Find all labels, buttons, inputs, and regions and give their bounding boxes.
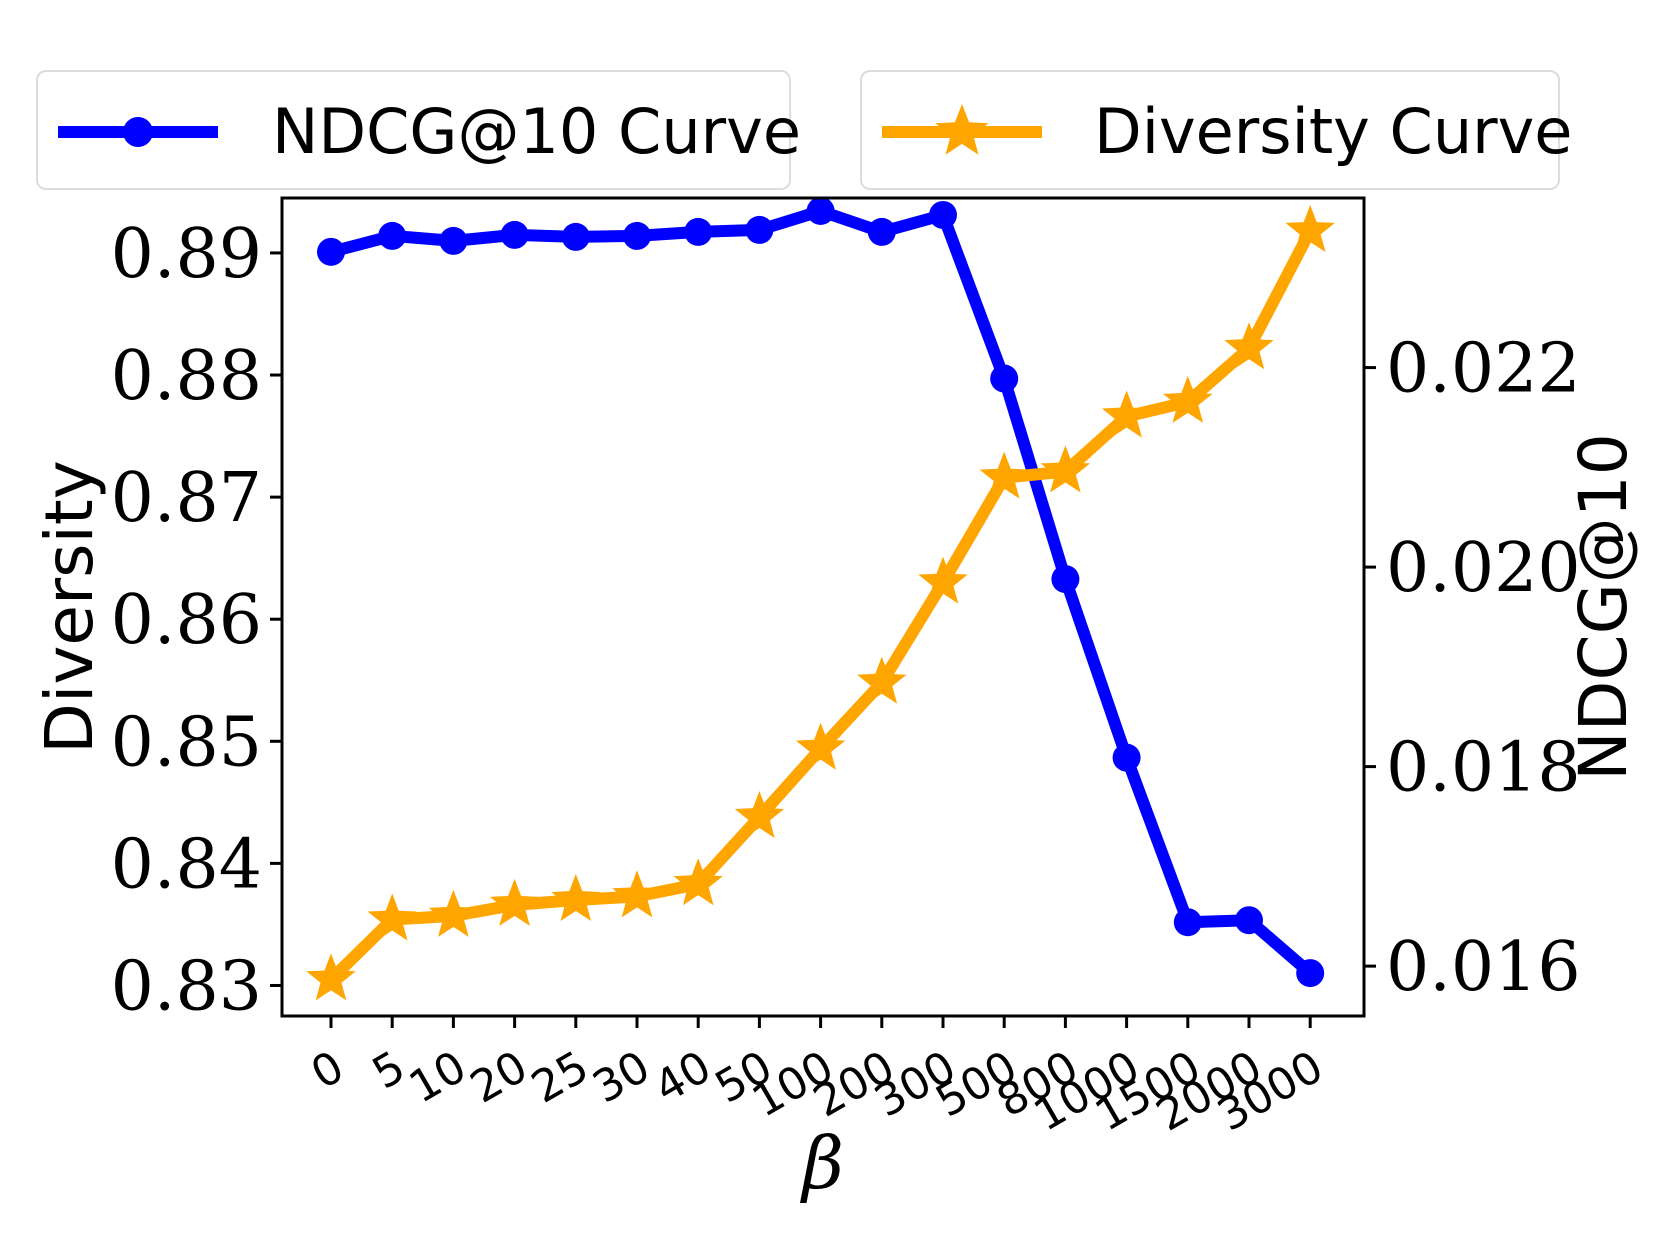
data-point [867,217,896,246]
left-tick-label: 0.83 [111,947,262,1026]
data-point [673,858,723,906]
data-point [612,870,662,918]
y-axis-left-label: Diversity [31,460,108,754]
data-point [857,656,907,704]
data-point [1112,743,1141,772]
legend-ndcg: NDCG@10 Curve [36,70,801,190]
data-point [1101,390,1152,438]
data-point [428,889,479,937]
data-point [979,451,1029,499]
data-point [489,878,540,926]
data-point [1173,908,1202,937]
data-point [1235,906,1263,935]
data-point [439,226,468,255]
x-tick-label: 0 [303,1041,353,1099]
plot-frame [280,196,1366,1018]
x-tick-label: 25 [523,1041,597,1113]
legend-diversity-swatch [882,104,1042,155]
left-tick-label: 0.84 [111,825,262,904]
legend-ndcg-label: NDCG@10 Curve [272,95,801,168]
data-point [745,215,774,244]
data-point [623,221,651,250]
data-point [317,237,345,266]
series-layer [306,196,1335,1001]
data-point [1163,375,1213,423]
data-point [806,196,835,225]
data-point [929,200,957,229]
x-axis-label: β [799,1121,844,1205]
left-axis-ticks: 0.83 0.84 0.85 0.86 0.87 0.88 0.89 [111,215,282,1026]
data-point [378,221,407,250]
data-point [551,874,601,921]
left-tick-label: 0.87 [111,459,262,538]
right-tick-label: 0.020 [1386,529,1581,608]
data-point [561,222,590,251]
left-tick-label: 0.85 [111,703,262,782]
x-tick-label: 10 [401,1041,475,1113]
star-marker-icon [935,104,989,155]
legend-diversity: Diversity Curve [860,70,1572,190]
y-axis-right-label: NDCG@10 [1565,433,1642,780]
data-point [734,791,785,838]
data-point [990,364,1019,393]
series-diversity [306,205,1335,1001]
right-tick-label: 0.022 [1386,330,1581,409]
left-tick-label: 0.89 [111,215,262,294]
series-ndcg [317,196,1325,988]
left-tick-label: 0.88 [111,337,262,416]
data-point [918,556,968,604]
circle-marker-icon [123,117,153,147]
data-point [1040,445,1091,493]
right-axis-ticks: 0.016 0.018 0.020 0.022 [1364,330,1581,1007]
data-point [1285,205,1335,252]
data-point [367,893,417,941]
data-point [1296,959,1325,988]
series-line [329,205,1315,978]
data-point [684,217,713,246]
x-tick-label: 30 [585,1041,659,1113]
x-tick-label: 20 [462,1041,536,1113]
data-point [306,953,356,1001]
data-point [795,722,846,770]
data-point [1051,565,1080,594]
left-tick-label: 0.86 [111,581,262,660]
legend-ndcg-swatch [58,117,218,147]
data-point [1224,322,1274,370]
data-point [500,220,529,249]
x-tick-label: 40 [646,1041,720,1113]
right-tick-label: 0.018 [1386,729,1581,808]
legend-diversity-label: Diversity Curve [1094,95,1573,168]
right-tick-label: 0.016 [1386,928,1581,1007]
